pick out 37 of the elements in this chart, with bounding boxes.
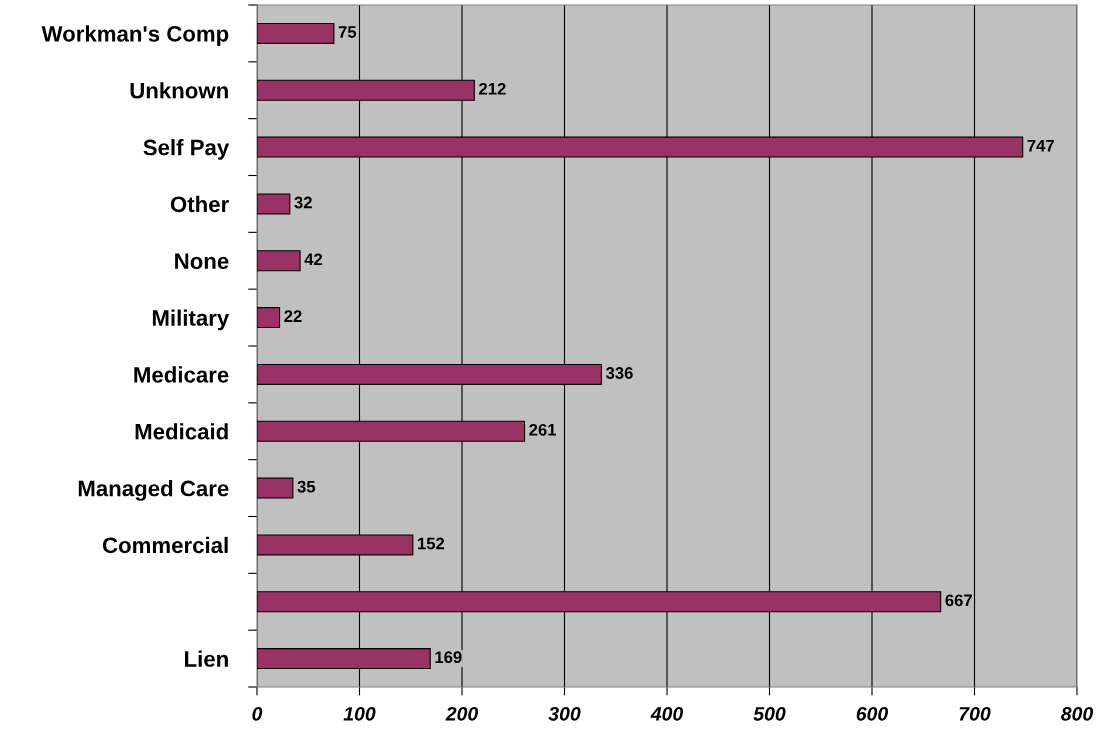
x-tick-label: 400 — [650, 706, 684, 721]
data-label: 32 — [294, 196, 312, 209]
data-label: 747 — [1027, 139, 1054, 152]
bar — [257, 477, 294, 499]
data-label: 22 — [284, 310, 302, 322]
data-label: 35 — [297, 480, 316, 493]
data-label: 212 — [479, 82, 506, 95]
y-tick-label: Lien — [185, 650, 228, 667]
data-label: 42 — [304, 253, 323, 266]
y-tick-label: Unknown — [130, 82, 228, 99]
x-tick-label: 200 — [445, 706, 479, 721]
data-label: 336 — [605, 367, 633, 379]
bar — [257, 193, 291, 215]
x-tick-label: 800 — [1061, 706, 1094, 721]
bar — [257, 22, 335, 44]
x-tick-label: 100 — [343, 706, 376, 721]
bar — [257, 307, 281, 329]
x-tick-label: 500 — [753, 706, 786, 721]
x-tick-label: 600 — [856, 706, 889, 721]
x-tick-label: 0 — [252, 706, 263, 721]
y-tick-label: Medicare — [134, 366, 229, 383]
data-label: 75 — [338, 26, 357, 38]
y-tick-label: Medicaid — [135, 423, 228, 440]
y-tick-label: Workman's Comp — [41, 25, 229, 47]
data-label: 169 — [435, 651, 462, 664]
data-label: 261 — [529, 423, 557, 436]
y-tick-label: Military — [152, 309, 230, 331]
x-tick-label: 300 — [548, 706, 581, 721]
y-tick-label: Commercial — [102, 536, 228, 554]
data-label: 152 — [418, 537, 445, 550]
x-tick-label: 700 — [959, 706, 991, 721]
data-label: 667 — [945, 594, 972, 607]
y-tick-label: Other — [170, 195, 229, 213]
y-tick-label: Managed Care — [78, 480, 229, 501]
y-tick-label: Self Pay — [143, 139, 230, 160]
y-tick-label: None — [175, 253, 229, 270]
bar — [257, 250, 301, 272]
